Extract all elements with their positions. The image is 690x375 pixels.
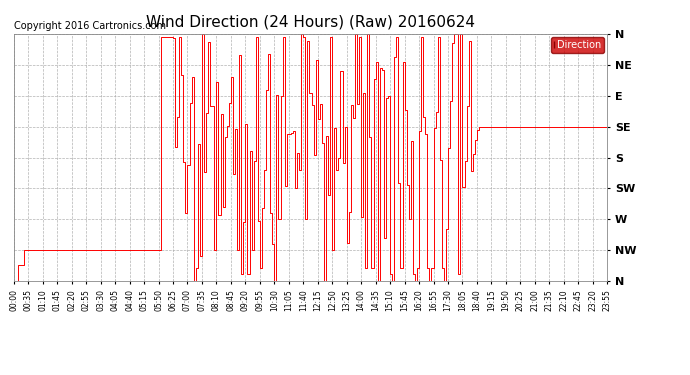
Text: Copyright 2016 Cartronics.com: Copyright 2016 Cartronics.com (14, 21, 166, 31)
Title: Wind Direction (24 Hours) (Raw) 20160624: Wind Direction (24 Hours) (Raw) 20160624 (146, 15, 475, 30)
Legend: Direction: Direction (551, 37, 604, 52)
